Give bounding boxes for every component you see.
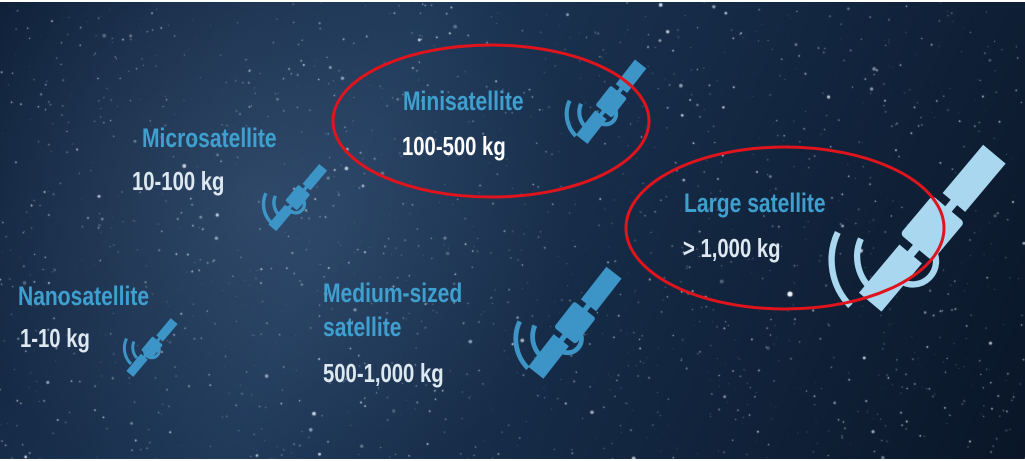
microsatellite-mass: 10-100 kg bbox=[132, 166, 225, 196]
satellite-icon bbox=[261, 163, 328, 232]
satellite-icon bbox=[513, 266, 622, 379]
nanosatellite-mass: 1-10 kg bbox=[20, 323, 90, 353]
satellite-icon bbox=[122, 318, 178, 377]
large-satellite-mass: > 1,000 kg bbox=[683, 233, 781, 263]
microsatellite-name: Microsatellite bbox=[142, 123, 277, 153]
satellite-icon bbox=[564, 59, 647, 144]
large-satellite-name: Large satellite bbox=[684, 188, 826, 218]
minisatellite-mass: 100-500 kg bbox=[402, 131, 506, 161]
medium-satellite-name-line1: Medium-sized bbox=[323, 278, 463, 308]
medium-satellite-name-line2: satellite bbox=[323, 312, 402, 342]
minisatellite-name: Minisatellite bbox=[403, 86, 524, 116]
medium-satellite-mass: 500-1,000 kg bbox=[323, 358, 444, 388]
satellite-icon bbox=[828, 144, 1006, 312]
nanosatellite-name: Nanosatellite bbox=[18, 281, 150, 311]
